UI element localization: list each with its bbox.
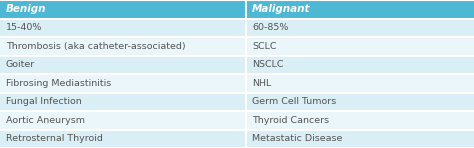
Text: Fibrosing Mediastinitis: Fibrosing Mediastinitis: [6, 79, 111, 88]
Text: SCLC: SCLC: [252, 42, 277, 51]
Bar: [0, 111, 246, 130]
Bar: [246, 130, 474, 148]
Bar: [246, 92, 474, 111]
Text: NSCLC: NSCLC: [252, 60, 283, 69]
Text: Malignant: Malignant: [252, 4, 310, 14]
Bar: [0, 130, 246, 148]
Bar: [246, 74, 474, 92]
Text: Thyroid Cancers: Thyroid Cancers: [252, 116, 329, 125]
Bar: [0, 18, 246, 37]
Text: Fungal Infection: Fungal Infection: [6, 97, 82, 106]
Bar: [0, 92, 246, 111]
Text: 60-85%: 60-85%: [252, 23, 289, 32]
Text: Germ Cell Tumors: Germ Cell Tumors: [252, 97, 337, 106]
Text: Retrosternal Thyroid: Retrosternal Thyroid: [6, 134, 102, 143]
Bar: [246, 111, 474, 130]
Bar: [246, 0, 474, 18]
Bar: [246, 56, 474, 74]
Text: Aortic Aneurysm: Aortic Aneurysm: [6, 116, 85, 125]
Text: Goiter: Goiter: [6, 60, 35, 69]
Text: Metastatic Disease: Metastatic Disease: [252, 134, 343, 143]
Bar: [246, 18, 474, 37]
Text: NHL: NHL: [252, 79, 272, 88]
Text: 15-40%: 15-40%: [6, 23, 42, 32]
Bar: [246, 37, 474, 56]
Bar: [0, 56, 246, 74]
Text: Thrombosis (aka catheter-associated): Thrombosis (aka catheter-associated): [6, 42, 185, 51]
Bar: [0, 37, 246, 56]
Text: Benign: Benign: [6, 4, 46, 14]
Bar: [0, 0, 246, 18]
Bar: [0, 74, 246, 92]
